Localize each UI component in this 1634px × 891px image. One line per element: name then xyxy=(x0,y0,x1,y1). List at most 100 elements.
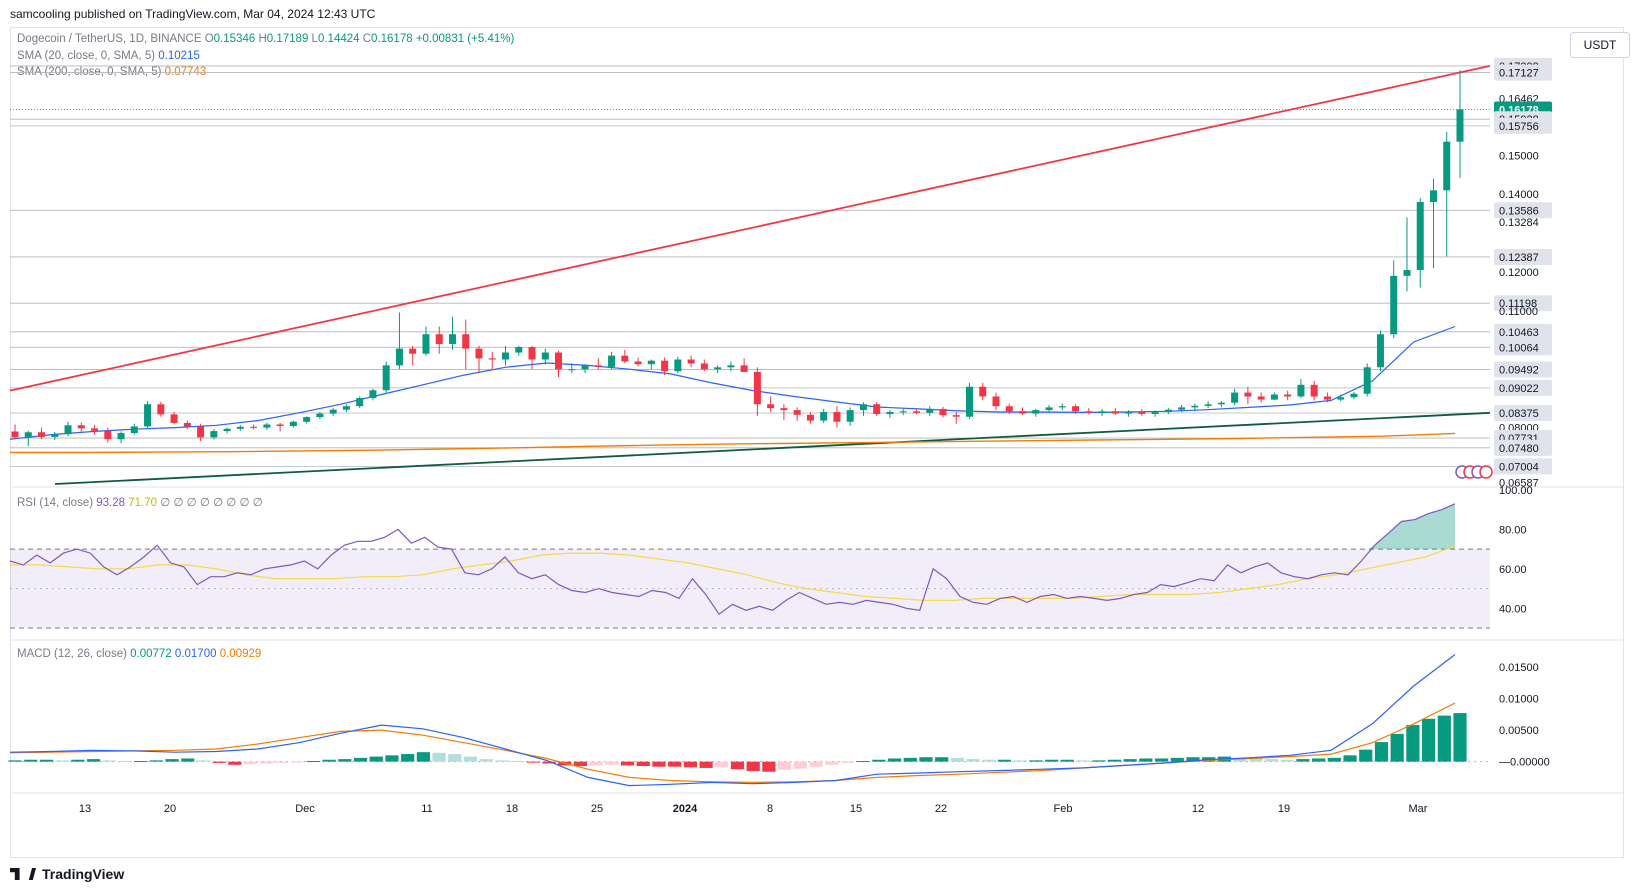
price-axis-label: 0.07480 xyxy=(1499,443,1539,455)
macd-histogram-bar xyxy=(1233,757,1247,762)
candle xyxy=(1151,412,1159,414)
low-value: 0.14424 xyxy=(317,33,360,45)
macd-hist-value: 0.00772 xyxy=(130,648,172,660)
level-price-tag xyxy=(1494,339,1552,356)
candle xyxy=(144,404,152,427)
candle xyxy=(316,413,324,418)
time-axis-label: 20 xyxy=(164,803,176,815)
sma20-legend[interactable]: SMA (20, close, 0, SMA, 5) 0.10215 xyxy=(17,50,200,62)
macd-histogram-bar xyxy=(306,761,321,762)
candle xyxy=(899,411,907,413)
macd-histogram-bar xyxy=(196,760,211,762)
currency-selector[interactable]: USDT xyxy=(1570,32,1630,58)
macd-histogram-bar xyxy=(244,761,258,765)
price-axis-label: 0.12387 xyxy=(1499,252,1539,264)
macd-histogram-bar xyxy=(872,759,886,762)
candle xyxy=(395,348,403,366)
macd-histogram-bar xyxy=(605,761,619,765)
candle xyxy=(64,425,72,435)
macd-histogram-bar xyxy=(1013,760,1027,762)
event-marker-icon xyxy=(1479,465,1493,479)
macd-histogram-bar xyxy=(997,759,1012,762)
footer-brand: TradingView xyxy=(10,866,124,882)
time-axis-label: 2024 xyxy=(673,803,698,815)
macd-histogram-bar xyxy=(1045,759,1059,762)
macd-axis-label: 0.01000 xyxy=(1499,694,1539,706)
candle xyxy=(767,404,775,409)
macd-histogram-bar xyxy=(181,758,195,762)
macd-histogram-bar xyxy=(982,759,996,762)
candle xyxy=(197,426,205,438)
level-price-tag xyxy=(1494,361,1552,378)
candle xyxy=(1284,394,1292,397)
candle xyxy=(687,359,695,364)
candle xyxy=(1072,406,1080,412)
level-price-tag xyxy=(1494,439,1552,456)
candle xyxy=(462,334,470,349)
candle xyxy=(912,411,920,413)
candle xyxy=(342,406,350,410)
macd-histogram-bar xyxy=(432,752,446,762)
price-axis-label: 0.10463 xyxy=(1499,327,1539,339)
macd-histogram-bar xyxy=(793,761,807,769)
macd-histogram-bar xyxy=(950,757,964,762)
candle xyxy=(1350,393,1358,398)
sma200-label: SMA (200, close, 0, SMA, 5) xyxy=(17,66,162,78)
candle xyxy=(117,433,125,440)
resistance-trendline xyxy=(9,64,1491,392)
candle xyxy=(1217,402,1225,405)
candle xyxy=(356,398,364,407)
macd-histogram-bar xyxy=(1327,757,1341,762)
macd-signal-line xyxy=(9,702,1456,784)
macd-histogram-bar xyxy=(809,761,823,767)
rsi-legend[interactable]: RSI (14, close) 93.28 71.70 ∅ ∅ ∅ ∅ ∅ ∅ … xyxy=(17,495,263,509)
symbol-title[interactable]: Dogecoin / TetherUS, 1D, BINANCE xyxy=(17,33,202,45)
candle xyxy=(303,417,311,422)
sma200-legend[interactable]: SMA (200, close, 0, SMA, 5) 0.07743 xyxy=(17,66,206,78)
macd-histogram-bar xyxy=(1092,760,1106,762)
candle xyxy=(1297,384,1305,397)
macd-histogram-bar xyxy=(887,758,902,762)
price-axis-label: 0.13586 xyxy=(1499,205,1539,217)
macd-histogram-bar xyxy=(165,759,179,762)
macd-histogram-bar xyxy=(39,759,54,762)
candle xyxy=(886,412,894,414)
macd-legend[interactable]: MACD (12, 26, close) 0.00772 0.01700 0.0… xyxy=(17,648,261,660)
candle xyxy=(647,360,655,365)
candle xyxy=(926,408,934,413)
rsi-ma-line xyxy=(10,545,1456,601)
macd-axis-label: 0.00500 xyxy=(1499,725,1539,737)
candle xyxy=(1231,392,1239,403)
macd-histogram-bar xyxy=(856,761,870,762)
macd-histogram-bar xyxy=(149,760,163,762)
macd-axis-label: 0.01500 xyxy=(1499,662,1539,674)
macd-histogram-bar xyxy=(416,752,430,762)
price-axis-label: 0.14000 xyxy=(1499,189,1539,201)
sma20-value: 0.10215 xyxy=(158,50,200,62)
candle xyxy=(1032,410,1040,414)
time-axis-label: 25 xyxy=(591,803,603,815)
candle xyxy=(1244,392,1252,397)
high-value: 0.17189 xyxy=(266,33,309,45)
candle xyxy=(1111,411,1119,414)
tradingview-logo-mark-icon xyxy=(28,868,36,880)
candle xyxy=(528,347,536,360)
macd-histogram-bar xyxy=(291,761,305,763)
high-label: H xyxy=(258,33,267,45)
price-axis-label: 0.11198 xyxy=(1499,298,1537,310)
macd-histogram-bar xyxy=(1264,759,1279,762)
macd-histogram-bar xyxy=(369,756,383,762)
price-axis-label: 0.15756 xyxy=(1499,121,1539,133)
candle xyxy=(263,424,271,428)
candle xyxy=(621,355,629,362)
candle xyxy=(1164,409,1172,413)
candle xyxy=(555,352,563,370)
candle xyxy=(488,358,496,360)
macd-histogram-bar xyxy=(1107,759,1122,762)
candle xyxy=(1270,394,1278,400)
macd-histogram-bar xyxy=(1421,718,1436,762)
macd-label: MACD (12, 26, close) xyxy=(17,648,127,660)
price-axis-label: 0.10064 xyxy=(1499,342,1539,354)
macd-histogram-bar xyxy=(71,759,85,762)
